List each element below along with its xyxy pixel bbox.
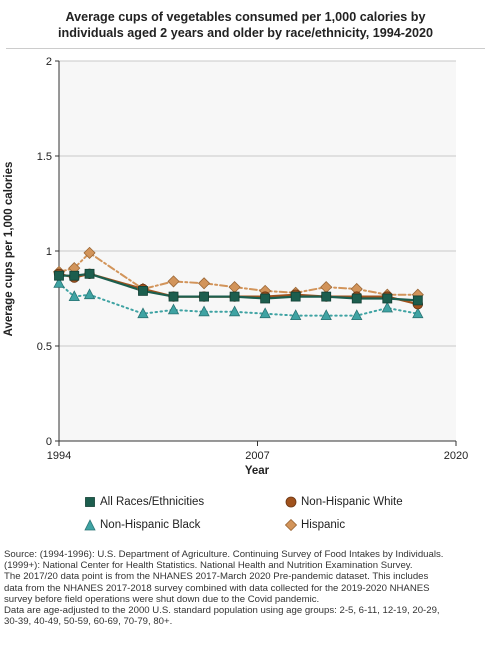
data-point-non-hispanic-black [137,307,149,319]
y-tick-label: 1.5 [37,151,52,163]
data-point-all-races-ethnicities [412,295,423,306]
data-point-all-races-ethnicities [199,291,209,302]
data-point-non-hispanic-black [259,307,271,319]
data-point-hispanic [167,275,180,288]
data-point-non-hispanic-black [83,288,96,300]
data-point-non-hispanic-black [167,303,180,315]
data-point-all-races-ethnicities [382,293,393,304]
data-point-non-hispanic-black [381,301,393,313]
source-line: 30-39, 40-49, 50-59, 60-69, 70-79, 80+. [4,616,173,628]
data-point-non-hispanic-black [228,305,241,317]
x-tick-label: 2020 [444,450,468,462]
data-point-all-races-ethnicities [138,285,148,296]
source-line: (1999+): National Center for Health Stat… [4,560,413,572]
data-point-hispanic [83,246,96,259]
source-line: data from the NHANES 2017-2018 survey co… [4,582,430,594]
axes: 0 0.5 1 1.5 2 1994 2007 2020 [37,56,469,462]
data-point-non-hispanic-black [412,307,424,319]
y-tick-label: 2 [46,56,52,68]
y-tick-label: 0.5 [37,341,52,353]
data-point-all-races-ethnicities [321,291,332,302]
data-point-all-races-ethnicities [84,268,95,279]
data-point-non-hispanic-black [68,290,80,302]
data-point-all-races-ethnicities [229,291,240,302]
source-line: survey before field operations were shut… [4,593,320,605]
chart-title-line-2: individuals aged 2 years and older by ra… [58,26,433,40]
y-axis-label: Average cups per 1,000 calories [3,162,15,337]
data-point-all-races-ethnicities [351,293,362,304]
chart-title-line-1: Average cups of vegetables consumed per … [65,10,426,24]
chart-title: Average cups of vegetables consumed per … [10,9,481,41]
data-point-all-races-ethnicities [54,270,64,281]
series-markers [52,246,424,321]
source-notes: Source: (1994-1996): U.S. Department of … [4,549,488,627]
x-tick-label: 1994 [47,450,71,462]
data-point-all-races-ethnicities [69,270,80,281]
data-point-non-hispanic-black [351,309,363,321]
source-line: Source: (1994-1996): U.S. Department of … [4,549,444,560]
data-point-hispanic [197,277,211,290]
data-point-all-races-ethnicities [168,291,179,302]
y-tick-label: 0 [46,436,52,448]
data-point-non-hispanic-black [198,305,210,317]
data-point-all-races-ethnicities [290,291,301,302]
data-point-non-hispanic-black [320,309,332,321]
y-tick-label: 1 [46,246,52,258]
x-tick-label: 2007 [245,450,269,462]
data-point-non-hispanic-black [53,276,65,288]
x-axis-label: Year [245,465,270,477]
source-line: Data are age-adjusted to the 2000 U.S. s… [4,605,440,617]
data-point-all-races-ethnicities [260,293,271,304]
grid-lines [59,60,456,347]
title-divider [6,48,485,49]
data-point-non-hispanic-black [290,309,302,321]
source-line: The 2017/20 data point is from the NHANE… [4,571,429,583]
